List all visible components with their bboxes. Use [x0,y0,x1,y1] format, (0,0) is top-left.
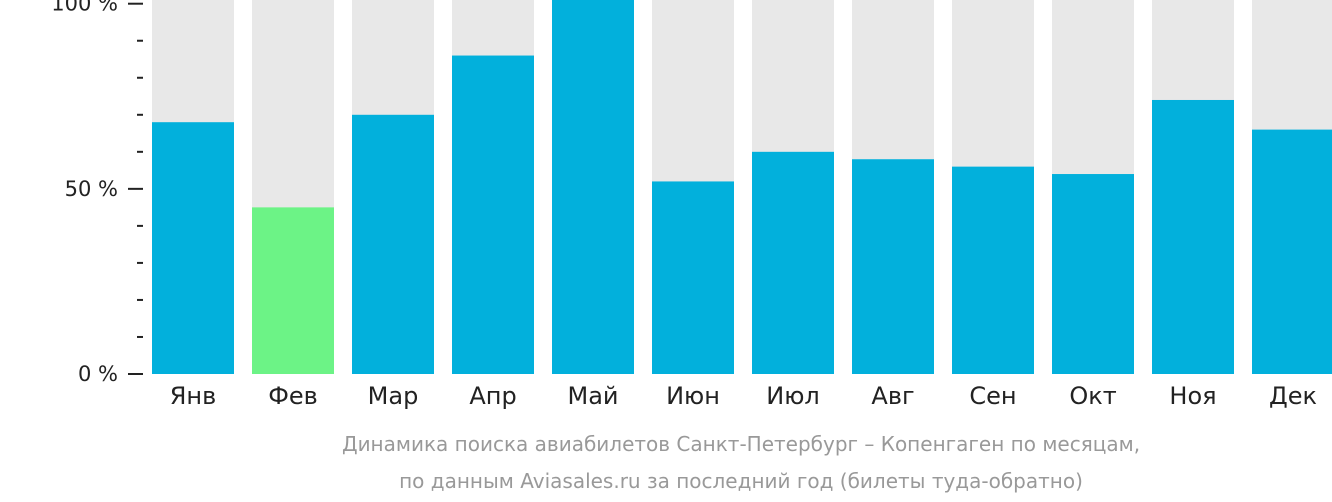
x-tick-label: Авг [871,382,914,410]
x-tick-label: Апр [469,382,516,410]
bar-chart: 0 % 50 % 100 % Янв Фев Мар Апр Май Июн Июл Авг Сен… [51,0,1332,410]
y-tick-label: 0 % [78,362,118,386]
bar [852,159,934,374]
bar [652,181,734,374]
x-tick-label: Июл [766,382,820,410]
bar [452,55,534,374]
bar [952,166,1034,374]
x-tick-label: Май [567,382,618,410]
bar [152,122,234,374]
x-tick-label: Янв [170,382,217,410]
bars [152,0,1332,375]
y-axis: 0 % 50 % 100 % [51,0,143,386]
x-tick-label: Июн [666,382,720,410]
x-axis-labels: Янв Фев Мар Апр Май Июн Июл Авг Сен Окт Ноя Дек [170,382,1317,410]
x-tick-label: Сен [969,382,1016,410]
bar [252,207,334,374]
x-tick-label: Мар [368,382,419,410]
bar [752,151,834,374]
bar [352,114,434,374]
bar [1052,174,1134,374]
bar [1252,129,1332,374]
x-tick-label: Фев [268,382,318,410]
y-tick-label: 100 % [51,0,118,16]
x-tick-label: Дек [1269,382,1317,410]
chart-caption-line-1: Динамика поиска авиабилетов Санкт-Петерб… [341,432,1141,456]
x-tick-label: Ноя [1169,382,1216,410]
chart-caption-line-2: по данным Aviasales.ru за последний год … [399,469,1083,493]
y-tick-label: 50 % [65,177,118,201]
bar [552,0,634,374]
bar [1152,99,1234,375]
x-tick-label: Окт [1069,382,1116,410]
